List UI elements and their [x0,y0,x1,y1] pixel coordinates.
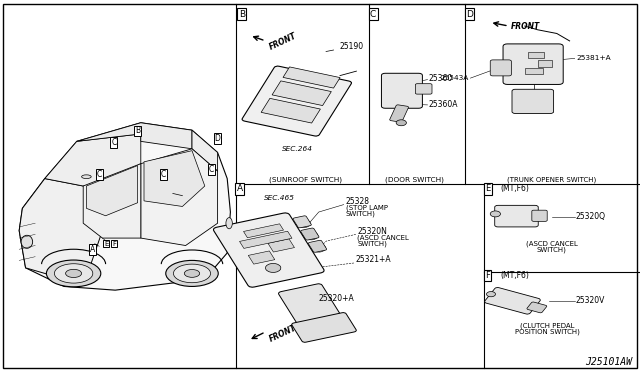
Text: 25360: 25360 [429,74,453,83]
Text: POSITION SWITCH): POSITION SWITCH) [515,329,580,335]
Polygon shape [86,166,138,216]
Text: FRONT: FRONT [511,22,540,31]
Bar [283,67,340,88]
Text: B: B [239,10,245,19]
Polygon shape [19,123,230,290]
Text: 25190: 25190 [326,42,364,52]
FancyBboxPatch shape [292,312,356,342]
Polygon shape [45,134,141,186]
Text: 25320+A: 25320+A [319,294,355,302]
Ellipse shape [226,218,232,229]
Text: C: C [97,170,102,179]
Bar [525,68,543,74]
Text: F: F [112,241,116,247]
Text: FRONT: FRONT [268,32,298,52]
Text: E: E [104,241,108,247]
Text: (ASCD CANCEL: (ASCD CANCEL [357,234,409,241]
FancyBboxPatch shape [512,89,554,113]
Text: 25543A: 25543A [441,75,469,81]
Bar [268,239,294,252]
FancyBboxPatch shape [242,66,351,136]
Text: (MT,F6): (MT,F6) [500,271,529,280]
Text: D: D [214,134,221,143]
FancyBboxPatch shape [293,216,312,228]
Text: SEC.264: SEC.264 [282,146,312,152]
Bar [243,224,284,238]
Circle shape [304,232,318,240]
Text: FRONT: FRONT [268,323,298,344]
Polygon shape [144,151,205,206]
Text: C: C [370,10,376,19]
Circle shape [266,263,281,272]
Text: C: C [111,138,116,147]
Ellipse shape [82,175,92,179]
Text: 25381+A: 25381+A [576,55,611,61]
FancyBboxPatch shape [308,240,326,252]
FancyBboxPatch shape [278,284,342,327]
Ellipse shape [47,260,101,287]
Bar [538,60,552,67]
Ellipse shape [166,260,218,286]
Text: A: A [237,185,243,193]
Circle shape [296,219,310,228]
Text: E: E [485,185,490,193]
Text: C: C [161,170,166,179]
Text: C: C [209,165,214,174]
Ellipse shape [173,264,211,283]
Text: D: D [466,10,473,19]
FancyBboxPatch shape [495,205,538,227]
Ellipse shape [184,269,200,278]
Polygon shape [192,130,218,171]
Polygon shape [77,123,192,149]
Text: 25320N: 25320N [357,227,387,235]
Text: (SUNROOF SWITCH): (SUNROOF SWITCH) [269,176,342,183]
Text: (DOOR SWITCH): (DOOR SWITCH) [385,176,444,183]
Bar [248,251,275,264]
Polygon shape [19,179,102,279]
Circle shape [486,292,495,297]
Bar [272,81,332,106]
Polygon shape [141,149,218,246]
Ellipse shape [21,235,33,248]
Bar [239,231,292,248]
Text: SEC.465: SEC.465 [264,195,294,201]
Text: (TRUNK OPENER SWITCH): (TRUNK OPENER SWITCH) [507,176,596,183]
Text: (STOP LAMP: (STOP LAMP [346,205,388,211]
Text: A: A [90,245,95,254]
Text: 25328: 25328 [346,197,370,206]
Text: SWITCH): SWITCH) [357,240,387,247]
Ellipse shape [54,264,93,283]
FancyBboxPatch shape [301,228,319,240]
FancyBboxPatch shape [214,213,324,287]
Circle shape [312,244,326,252]
FancyBboxPatch shape [381,73,422,108]
Text: 25360A: 25360A [429,100,458,109]
Ellipse shape [66,269,82,278]
Text: (MT,F6): (MT,F6) [500,185,529,193]
Circle shape [396,120,406,126]
Text: 25320Q: 25320Q [576,212,606,221]
Text: SWITCH): SWITCH) [537,247,566,253]
Circle shape [490,211,500,217]
FancyBboxPatch shape [532,210,547,221]
FancyBboxPatch shape [390,105,408,122]
FancyBboxPatch shape [503,44,563,84]
FancyBboxPatch shape [415,84,432,94]
FancyBboxPatch shape [527,302,547,313]
Text: SWITCH): SWITCH) [346,211,376,217]
Text: B: B [135,126,140,135]
Text: F: F [485,271,490,280]
Text: J25101AW: J25101AW [586,357,632,366]
Text: (ASCD CANCEL: (ASCD CANCEL [525,241,578,247]
Text: 25321+A: 25321+A [355,255,391,264]
FancyBboxPatch shape [484,288,540,314]
FancyBboxPatch shape [490,60,511,76]
Text: 25320V: 25320V [576,296,605,305]
Bar [261,98,321,123]
Text: (CLUTCH PEDAL: (CLUTCH PEDAL [520,323,575,329]
Polygon shape [83,164,141,238]
Bar [528,52,544,58]
